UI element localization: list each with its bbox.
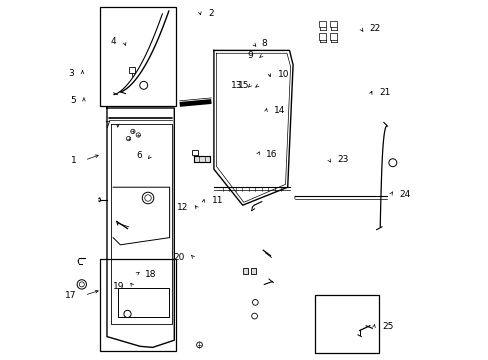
Text: 1: 1: [70, 156, 76, 165]
Circle shape: [140, 81, 147, 89]
Text: 24: 24: [399, 190, 410, 199]
Text: 17: 17: [65, 291, 76, 300]
Bar: [101, 259, 176, 351]
Text: 21: 21: [379, 88, 390, 97]
Text: 9: 9: [247, 51, 253, 60]
Circle shape: [251, 313, 257, 319]
Text: 10: 10: [277, 71, 289, 79]
Text: 18: 18: [144, 270, 156, 279]
Polygon shape: [194, 156, 210, 162]
Text: 23: 23: [336, 154, 347, 163]
Bar: [329, 21, 336, 27]
Text: 13: 13: [230, 81, 242, 90]
Text: 20: 20: [173, 253, 185, 262]
Bar: [128, 67, 135, 73]
Bar: [314, 295, 379, 353]
Text: 25: 25: [382, 323, 393, 331]
Text: 4: 4: [110, 37, 116, 46]
Bar: [319, 21, 325, 27]
Circle shape: [79, 282, 84, 287]
Circle shape: [142, 192, 153, 204]
Text: 8: 8: [261, 39, 266, 48]
Text: 15: 15: [238, 81, 249, 90]
Bar: [250, 268, 255, 274]
Bar: [101, 7, 176, 106]
Text: 12: 12: [176, 202, 187, 211]
Text: 11: 11: [212, 196, 223, 205]
Bar: [243, 268, 248, 274]
Circle shape: [77, 280, 86, 289]
Circle shape: [136, 133, 140, 137]
Text: 6: 6: [137, 151, 142, 160]
Circle shape: [126, 136, 130, 141]
Text: 3: 3: [68, 69, 74, 78]
Text: 5: 5: [70, 96, 76, 105]
Text: 7: 7: [103, 121, 109, 130]
Text: 2: 2: [208, 9, 214, 18]
Circle shape: [130, 129, 135, 134]
Bar: [192, 150, 198, 155]
Circle shape: [196, 342, 202, 348]
Circle shape: [123, 310, 131, 318]
Bar: [329, 33, 336, 40]
Text: 19: 19: [113, 282, 124, 291]
Circle shape: [144, 195, 151, 201]
Text: 22: 22: [368, 24, 380, 33]
Text: 16: 16: [265, 150, 277, 159]
Circle shape: [252, 300, 258, 305]
Text: 14: 14: [274, 107, 285, 115]
Bar: [319, 33, 325, 40]
Circle shape: [388, 159, 396, 167]
